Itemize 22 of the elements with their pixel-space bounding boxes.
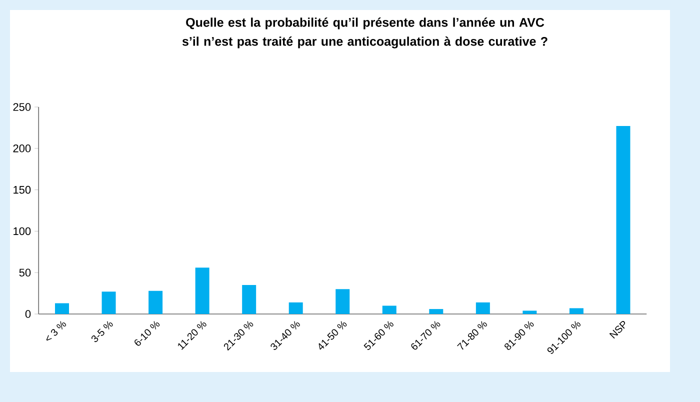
- y-tick-label: 150: [14, 186, 31, 194]
- bar: [288, 302, 303, 314]
- chart-title: Quelle est la probabilité qu’il présente dans l’année un AVC s’il n’est pas traité par une anticoagulation à dose curative ?: [182, 18, 548, 48]
- y-tick-label: 50: [19, 268, 31, 276]
- bar: [429, 309, 444, 314]
- y-tick-label: 100: [14, 227, 31, 236]
- y-tick-label: 0: [25, 310, 31, 318]
- bar: [569, 308, 584, 314]
- x-tick-label: 3-5 %: [91, 321, 113, 342]
- y-tick-label: 250: [13, 103, 31, 111]
- bar: [336, 289, 350, 314]
- bar: [522, 310, 537, 314]
- y-tick-label: 200: [13, 144, 31, 152]
- x-tick-label: < 3 %: [46, 321, 66, 341]
- bar: [242, 285, 256, 314]
- bar: [616, 126, 630, 314]
- bar: [195, 268, 210, 314]
- bar: [148, 290, 163, 314]
- bar: [102, 292, 116, 314]
- bar: [55, 303, 70, 314]
- bar: [476, 302, 490, 314]
- bar: [382, 306, 396, 314]
